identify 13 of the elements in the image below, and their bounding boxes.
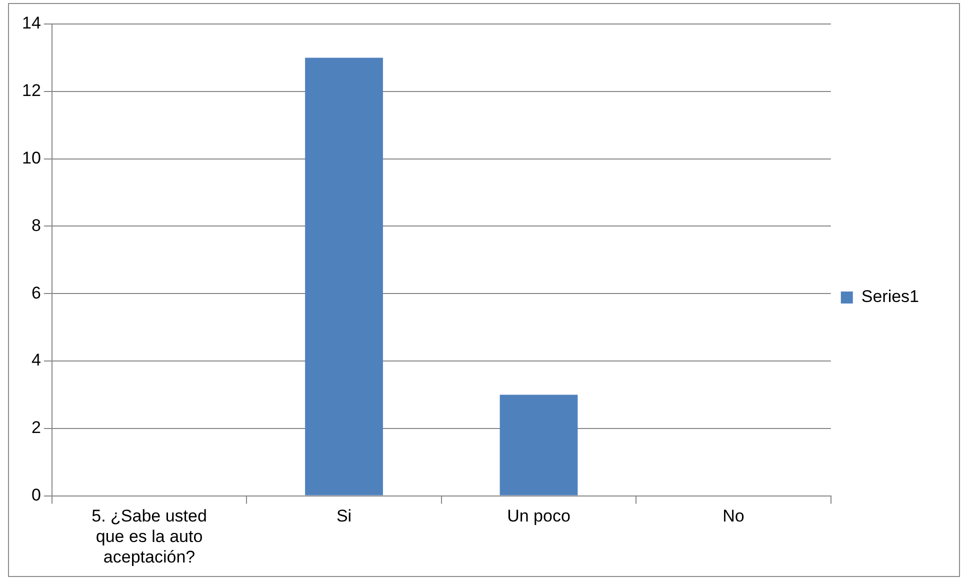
x-tick-label: No xyxy=(722,506,744,526)
x-tick-label: Si xyxy=(336,506,352,526)
y-tick-label: 0 xyxy=(31,485,41,504)
y-tick-label: 6 xyxy=(31,283,41,302)
y-tick-label: 14 xyxy=(22,14,41,33)
y-tick-label: 12 xyxy=(22,81,41,100)
x-tick-label: Un poco xyxy=(507,506,570,526)
x-tick-label: 5. ¿Sabe usted que es la auto aceptación? xyxy=(92,506,207,566)
y-tick-label: 2 xyxy=(31,418,41,438)
y-tick-label: 8 xyxy=(31,216,41,235)
y-tick-label: 10 xyxy=(22,148,41,168)
y-tick-label: 4 xyxy=(31,350,41,370)
legend-label: Series1 xyxy=(861,287,919,306)
